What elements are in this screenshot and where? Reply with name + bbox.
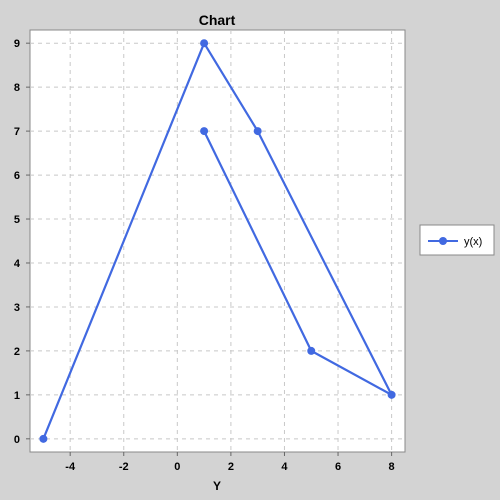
chart-title: Chart [199, 12, 236, 28]
y-tick-label: 8 [14, 82, 20, 94]
series-line [42, 42, 393, 440]
plot-area [29, 29, 406, 453]
data-point [39, 434, 48, 443]
x-tick-label: 4 [281, 461, 288, 473]
x-tick-label: 6 [335, 461, 341, 473]
x-tick-label: -4 [65, 461, 76, 473]
x-tick-label: 2 [228, 461, 234, 473]
data-point [253, 127, 262, 136]
y-tick-label: 2 [14, 346, 20, 358]
y-tick-label: 0 [14, 434, 20, 446]
series-layer [39, 39, 396, 443]
x-tick-label: 8 [389, 461, 395, 473]
x-tick-label: -2 [119, 461, 129, 473]
y-tick-label: 6 [14, 170, 20, 182]
y-tick-label: 5 [14, 214, 20, 226]
y-tick-label: 1 [14, 390, 20, 402]
y-axis-ticks: 0 1 2 3 4 5 6 7 8 9 [14, 38, 30, 446]
grid [30, 30, 405, 452]
x-axis-title: Y [213, 479, 221, 493]
legend-label: y(x) [464, 236, 482, 248]
data-point [200, 127, 209, 136]
x-tick-label: 0 [174, 461, 180, 473]
y-tick-label: 4 [14, 258, 21, 270]
data-point [200, 39, 209, 48]
data-point [387, 390, 396, 399]
legend-marker-icon [439, 237, 447, 245]
y-tick-label: 7 [14, 126, 20, 138]
y-tick-label: 9 [14, 38, 20, 50]
legend: y(x) [419, 224, 495, 256]
data-point [307, 346, 316, 355]
y-tick-label: 3 [14, 302, 20, 314]
x-axis-ticks: -4 -2 0 2 4 6 8 [65, 452, 395, 473]
